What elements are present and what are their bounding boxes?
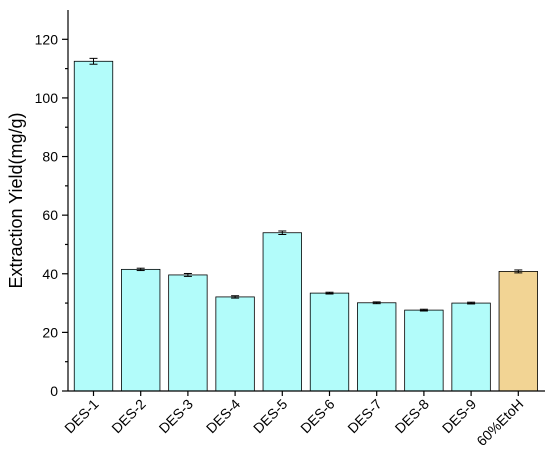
y-tick-label: 60 xyxy=(42,207,58,223)
bar-des-3 xyxy=(168,274,208,392)
y-tick-label: 20 xyxy=(42,324,58,340)
error-bar-des-3 xyxy=(183,272,192,277)
bar-des-6 xyxy=(309,292,350,392)
bar-des-5 xyxy=(262,232,302,392)
error-bar-des-2 xyxy=(136,267,145,272)
error-bars-group xyxy=(89,57,523,312)
y-tick-label: 120 xyxy=(35,31,59,47)
y-tick-label: 80 xyxy=(42,149,58,165)
y-ticks-group: 0 20 40 60 80 100 120 xyxy=(35,31,68,399)
x-tick-label: DES-9 xyxy=(439,396,480,437)
bar-des-2 xyxy=(121,268,161,392)
y-axis-title: Extraction Yield(mg/g) xyxy=(6,112,26,288)
x-tick-label: DES-3 xyxy=(156,396,197,437)
error-bar-des-7 xyxy=(372,301,381,305)
x-tick-label: DES-4 xyxy=(203,396,244,437)
error-bar-des-1 xyxy=(89,57,98,65)
error-bar-des-8 xyxy=(419,308,428,312)
bar-des-8 xyxy=(404,309,444,392)
error-bar-60-etoh xyxy=(514,269,523,274)
error-bar-des-4 xyxy=(231,295,240,299)
x-tick-label: DES-8 xyxy=(392,396,433,437)
bar-des-7 xyxy=(357,302,397,392)
bars-group xyxy=(73,60,538,392)
bar-des-9 xyxy=(451,302,491,392)
x-tick-label: DES-7 xyxy=(344,396,385,437)
y-tick-label: 40 xyxy=(42,266,58,282)
x-tick-label: DES-6 xyxy=(297,396,338,437)
bar-60-etoh xyxy=(498,271,538,392)
error-bar-des-9 xyxy=(467,301,476,305)
y-tick-label: 0 xyxy=(50,383,58,399)
error-bar-des-5 xyxy=(278,230,287,235)
x-tick-label: DES-5 xyxy=(250,396,291,437)
axes-group xyxy=(67,10,545,392)
x-ticks-group: DES-1 DES-2 DES-3 DES-4 DES-5 DES-6 DES-7 DES-8… xyxy=(61,391,526,449)
bar-des-4 xyxy=(215,296,255,392)
x-tick-label: DES-2 xyxy=(108,396,149,437)
x-tick-label: 60%EtoH xyxy=(473,396,526,449)
x-tick-label: DES-1 xyxy=(61,396,102,437)
bar-des-1 xyxy=(73,60,114,392)
y-tick-label: 100 xyxy=(35,90,59,106)
error-bar-des-6 xyxy=(325,291,334,295)
